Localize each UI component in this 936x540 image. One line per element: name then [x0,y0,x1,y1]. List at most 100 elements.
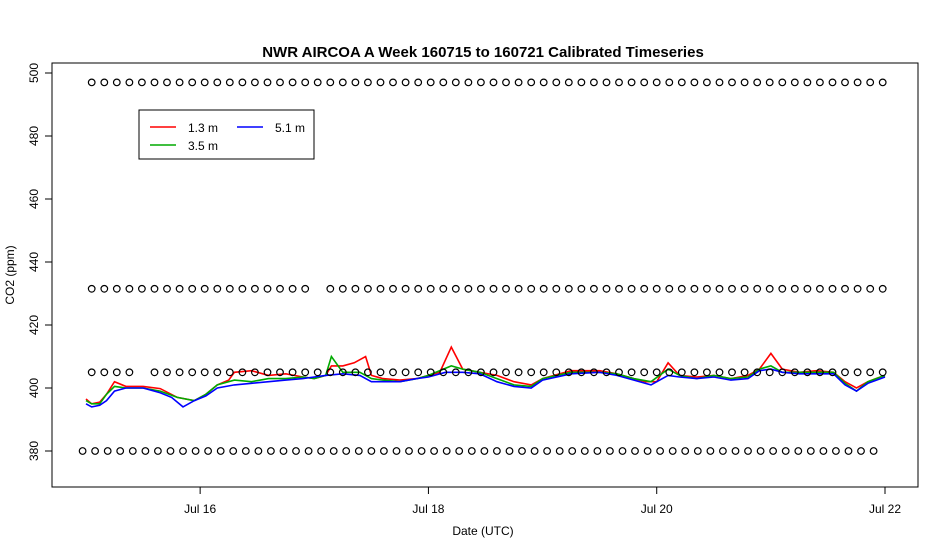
calibration-marker [304,447,313,455]
calibration-marker [819,447,828,455]
legend-label: 3.5 m [188,139,218,153]
calibration-marker [866,284,875,293]
calibration-marker [552,368,561,377]
calibration-marker [841,284,849,293]
calibration-marker [580,447,589,455]
calibration-marker [430,447,439,455]
calibration-marker [414,284,423,293]
calibration-marker [590,368,598,377]
calibration-marker [803,284,812,293]
calibration-marker [414,368,423,377]
calibration-marker [301,284,310,293]
calibration-marker [740,78,749,87]
calibration-marker [530,447,539,455]
calibration-marker [652,78,661,87]
calibration-marker [778,78,787,87]
calibration-marker [389,78,397,87]
calibration-marker [401,368,410,377]
calibration-marker [292,447,300,455]
calibration-marker [753,368,762,377]
calibration-marker [288,284,297,293]
marker-row-standard-497 [87,78,887,87]
calibration-marker [828,284,837,293]
calibration-marker [188,284,197,293]
calibration-marker [606,447,614,455]
calibration-marker [593,447,602,455]
calibration-marker [514,368,523,377]
calibration-marker [225,284,234,293]
calibration-marker [389,284,397,293]
x-tick-label: Jul 20 [641,502,673,516]
calibration-marker [439,78,448,87]
calibration-marker [150,78,159,87]
calibration-marker [188,78,197,87]
calibration-marker [477,368,485,377]
calibration-marker [125,78,134,87]
calibration-marker [866,78,875,87]
calibration-marker [756,447,765,455]
calibration-marker [778,368,787,377]
calibration-marker [364,78,372,87]
calibration-marker [878,284,887,293]
calibration-marker [853,368,862,377]
calibration-marker [693,447,702,455]
calibration-marker [238,368,247,377]
calibration-marker [163,284,171,293]
calibration-marker [326,284,335,293]
calibration-marker [263,368,272,377]
calibration-marker [878,78,887,87]
calibration-marker [690,368,699,377]
calibration-marker [539,78,548,87]
calibration-marker [552,78,561,87]
calibration-marker [250,368,259,377]
calibration-marker [668,447,677,455]
y-tick-label: 480 [27,126,41,146]
calibration-marker [505,447,514,455]
y-tick-label: 460 [27,189,41,209]
calibration-marker [150,368,159,377]
calibration-marker [627,284,636,293]
calibration-marker [87,368,96,377]
calibration-marker [125,368,134,377]
calibration-marker [229,447,238,455]
calibration-marker [640,284,649,293]
calibration-marker [175,78,184,87]
calibration-marker [740,284,749,293]
calibration-marker [728,368,736,377]
calibration-marker [715,78,724,87]
x-axis-label: Date (UTC) [452,524,513,538]
calibration-marker [204,447,213,455]
calibration-marker [216,447,225,455]
calibration-marker [555,447,564,455]
calibration-marker [794,447,803,455]
calibration-marker [191,447,200,455]
legend-label: 1.3 m [188,121,218,135]
calibration-marker [279,447,288,455]
chart-title: NWR AIRCOA A Week 160715 to 160721 Calib… [262,44,704,61]
calibration-marker [464,284,473,293]
calibration-marker [502,78,510,87]
calibration-marker [364,284,372,293]
calibration-marker [728,284,736,293]
calibration-marker [317,447,326,455]
calibration-marker [175,368,184,377]
calibration-marker [615,368,623,377]
calibration-marker [690,284,699,293]
calibration-marker [518,447,526,455]
calibration-marker [338,284,347,293]
calibration-markers [78,78,887,455]
calibration-marker [414,78,423,87]
calibration-marker [781,447,790,455]
calibration-marker [338,368,347,377]
calibration-marker [364,368,372,377]
calibration-marker [857,447,865,455]
calibration-marker [803,78,812,87]
calibration-marker [652,284,661,293]
calibration-marker [489,78,498,87]
calibration-marker [656,447,664,455]
calibration-marker [765,368,774,377]
calibration-marker [351,284,360,293]
calibration-marker [267,447,275,455]
series-line-5-1-m [85,368,886,408]
calibration-marker [100,284,109,293]
